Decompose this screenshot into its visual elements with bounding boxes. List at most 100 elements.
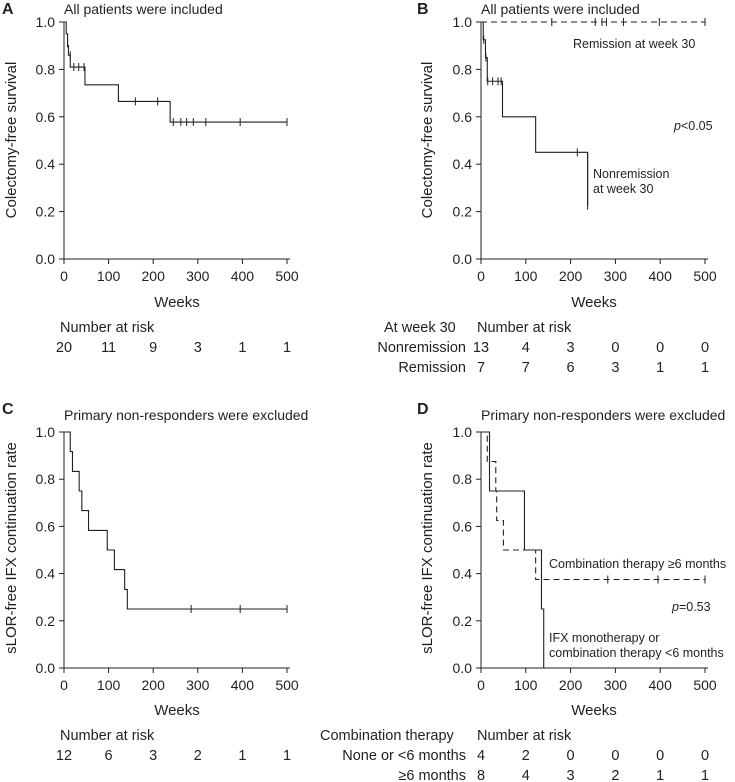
- panel-b-risk-header: Number at risk: [477, 320, 572, 336]
- panel-c-letter: C: [2, 401, 14, 418]
- x-tick-label: 500: [693, 677, 717, 693]
- x-tick-label: 0: [477, 677, 485, 693]
- risk-value: 0: [611, 340, 619, 356]
- panel-c-y-ticks: 0.0 0.2 0.4 0.6 0.8 1.0: [36, 424, 64, 676]
- x-tick-label: 400: [231, 268, 255, 284]
- panel-d-x-ticks: 0 100 200 300 400 500: [477, 668, 717, 693]
- y-tick-label: 0.8: [453, 61, 473, 77]
- panel-b-x-ticks: 0 100 200 300 400 500: [477, 259, 717, 284]
- km-curve-series-2: [481, 21, 589, 206]
- panel-c-y-axis-label: sLOR-free IFX continuation rate: [3, 442, 20, 654]
- panel-d-risk-header-left: Combination therapy: [320, 728, 455, 744]
- risk-value: 12: [56, 748, 72, 764]
- x-tick-label: 500: [275, 677, 299, 693]
- x-tick-label: 0: [477, 268, 485, 284]
- y-tick-label: 0.2: [36, 613, 56, 629]
- risk-value: 7: [477, 360, 485, 376]
- risk-value: 1: [656, 360, 664, 376]
- risk-value: 9: [149, 340, 157, 356]
- panel-b-y-axis-label: Colectomy-free survival: [419, 62, 436, 219]
- risk-value: 1: [701, 360, 709, 376]
- risk-value: 3: [149, 748, 157, 764]
- x-tick-label: 100: [97, 677, 121, 693]
- risk-value: 0: [656, 748, 664, 764]
- panel-a-letter: A: [2, 1, 14, 18]
- y-tick-label: 0.6: [36, 518, 56, 534]
- x-tick-label: 500: [693, 268, 717, 284]
- panel-b: B All patients were included 0.00.20.40.…: [377, 1, 717, 376]
- panel-b-risk-header-left: At week 30: [384, 320, 456, 336]
- y-tick-label: 0.0: [453, 660, 473, 676]
- panel-c-risk-table: 12 6 3 2 1 1: [56, 748, 291, 764]
- y-tick-label: 0.2: [36, 204, 56, 220]
- panel-c-risk-header: Number at risk: [60, 728, 155, 744]
- x-tick-label: 100: [514, 677, 538, 693]
- panel-a-curves: [64, 21, 288, 127]
- panel-a-risk-table: 20 11 9 3 1 1: [56, 340, 291, 356]
- y-tick-label: 0.0: [36, 251, 56, 267]
- panel-d-p-value: p=0.53: [671, 600, 711, 614]
- x-tick-label: 300: [186, 268, 210, 284]
- x-tick-label: 300: [604, 268, 628, 284]
- panel-b-p-value: p<0.05: [673, 119, 713, 133]
- risk-value: 2: [611, 768, 619, 782]
- x-tick-label: 500: [275, 268, 299, 284]
- km-curve-series-1: [64, 21, 287, 123]
- y-tick-label: 0.0: [453, 251, 473, 267]
- y-tick-label: 0.8: [36, 471, 56, 487]
- panel-a-axis-frame: [63, 22, 290, 260]
- risk-value: 1: [656, 768, 664, 782]
- km-curve-series-1: [64, 431, 287, 610]
- panel-d-letter: D: [417, 401, 429, 418]
- x-tick-label: 200: [142, 268, 166, 284]
- y-tick-label: 0.6: [36, 109, 56, 125]
- panel-b-remission-label: Remission at week 30: [573, 37, 695, 51]
- panel-b-x-axis-label: Weeks: [571, 294, 617, 311]
- panel-a-x-ticks: 0 100 200 300 400 500: [60, 259, 299, 284]
- panel-b-y-ticks: 0.0 0.2 0.4 0.6 0.8 1.0: [453, 14, 481, 267]
- risk-value: 4: [522, 340, 530, 356]
- risk-value: 7: [522, 360, 530, 376]
- risk-row-label: Remission: [398, 360, 466, 376]
- risk-value: 0: [701, 340, 709, 356]
- panel-b-letter: B: [417, 1, 429, 18]
- panel-d-risk-table: None or <6 months 4 2 0 0 0 0 ≥6 months 8 4 3 2 1 1: [342, 748, 709, 782]
- risk-value: 1: [283, 748, 291, 764]
- panel-c-axis-frame: [63, 432, 290, 669]
- x-tick-label: 400: [231, 677, 255, 693]
- x-tick-label: 200: [559, 677, 583, 693]
- y-tick-label: 0.6: [453, 518, 473, 534]
- risk-value: 13: [473, 340, 489, 356]
- risk-value: 3: [611, 360, 619, 376]
- x-tick-label: 400: [649, 677, 673, 693]
- panel-b-risk-table: Nonremission 13 4 3 0 0 0 Remission 7 7 6 3 1 1: [377, 340, 709, 376]
- x-tick-label: 100: [514, 268, 538, 284]
- panel-d-p-symbol: p: [671, 600, 679, 614]
- panel-d: D Primary non-responders were excluded 0…: [320, 401, 726, 782]
- panel-b-nonremission-label-line1: Nonremission: [593, 167, 669, 181]
- panel-d-y-axis-label: sLOR-free IFX continuation rate: [419, 442, 436, 654]
- x-tick-label: 0: [60, 677, 68, 693]
- panel-b-curves: [481, 18, 706, 210]
- panel-c-x-ticks: 0 100 200 300 400 500: [60, 668, 299, 693]
- panel-b-p-symbol: p: [673, 119, 681, 133]
- risk-value: 2: [522, 748, 530, 764]
- y-tick-label: 0.4: [36, 566, 56, 582]
- x-tick-label: 300: [604, 677, 628, 693]
- y-tick-label: 0.8: [453, 471, 473, 487]
- panel-d-x-axis-label: Weeks: [571, 702, 617, 719]
- y-tick-label: 0.2: [453, 204, 473, 220]
- panel-d-monotherapy-label-line1: IFX monotherapy or: [549, 631, 659, 645]
- x-tick-label: 400: [649, 268, 673, 284]
- panel-d-curves: [481, 431, 706, 668]
- y-tick-label: 0.4: [453, 156, 473, 172]
- y-tick-label: 1.0: [453, 424, 473, 440]
- risk-value: 1: [238, 340, 246, 356]
- panel-a-y-axis-label: Colectomy-free survival: [3, 62, 20, 219]
- risk-value: 4: [522, 768, 530, 782]
- risk-row-label: None or <6 months: [342, 748, 466, 764]
- panel-d-monotherapy-label-line2: combination therapy <6 months: [549, 646, 724, 660]
- risk-value: 11: [101, 340, 116, 356]
- risk-value: 1: [701, 768, 709, 782]
